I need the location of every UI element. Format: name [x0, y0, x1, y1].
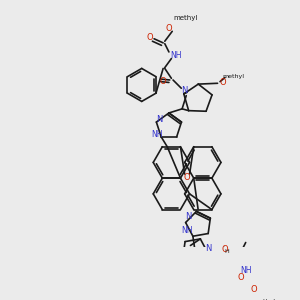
Text: NH: NH — [170, 51, 181, 60]
Text: methyl: methyl — [173, 15, 198, 21]
Text: O: O — [237, 273, 244, 282]
Text: O: O — [222, 244, 228, 253]
Text: N: N — [156, 115, 162, 124]
Text: N: N — [206, 244, 212, 253]
Text: N: N — [186, 212, 192, 220]
Text: H: H — [224, 249, 229, 254]
Text: O: O — [166, 24, 172, 33]
Text: O: O — [147, 33, 153, 42]
Text: O: O — [184, 173, 190, 182]
Text: O: O — [219, 78, 226, 87]
Text: NH: NH — [240, 266, 251, 275]
Text: O: O — [160, 77, 166, 86]
Text: NH: NH — [151, 130, 162, 139]
Text: methyl: methyl — [254, 298, 276, 300]
Text: methyl: methyl — [222, 74, 244, 79]
Text: NH: NH — [182, 226, 193, 236]
Text: O: O — [250, 285, 257, 294]
Text: N: N — [182, 86, 188, 95]
